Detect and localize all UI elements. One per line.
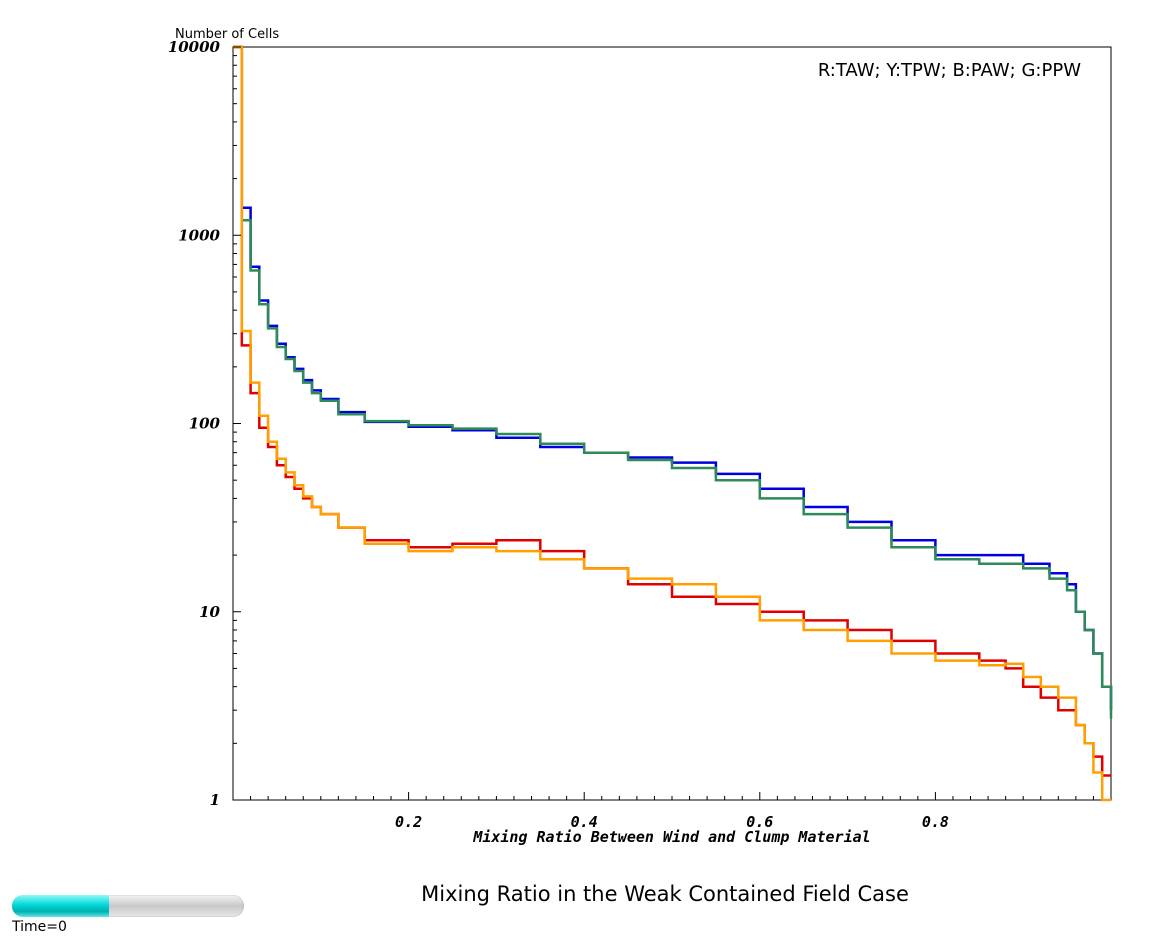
x-ticks: 0.2 0.4 0.6 0.8 [250,792,1094,831]
y-tick-label: 100 [189,415,221,433]
y-tick-label: 1 [210,791,220,809]
series-layer [233,45,1113,802]
time-label: Time=0 [12,919,67,935]
series-line-0 [233,45,1113,711]
plot-frame [232,46,1112,801]
x-tick-label: 0.2 [395,813,422,831]
series-line-3 [233,45,1111,802]
x-axis-label: Mixing Ratio Between Wind and Clump Mate… [472,828,870,846]
legend-text: R:TAW; Y:TPW; B:PAW; G:PPW [818,60,1081,81]
y-axis-label: Number of Cells [175,27,279,42]
chart-title: Mixing Ratio in the Weak Contained Field… [421,882,909,906]
x-tick-label: 0.4 [571,813,598,831]
y-tick-label: 10 [199,603,220,621]
time-progress-fill [12,895,110,917]
y-tick-label: 1000 [178,226,220,244]
series-line-1 [233,45,1113,719]
x-tick-label: 0.6 [746,813,773,831]
y-ticks: 1 10 100 1000 10000 [168,38,241,809]
y-tick-label: 10000 [168,38,221,56]
x-tick-label: 0.8 [922,813,949,831]
time-progress-bar [12,895,244,917]
